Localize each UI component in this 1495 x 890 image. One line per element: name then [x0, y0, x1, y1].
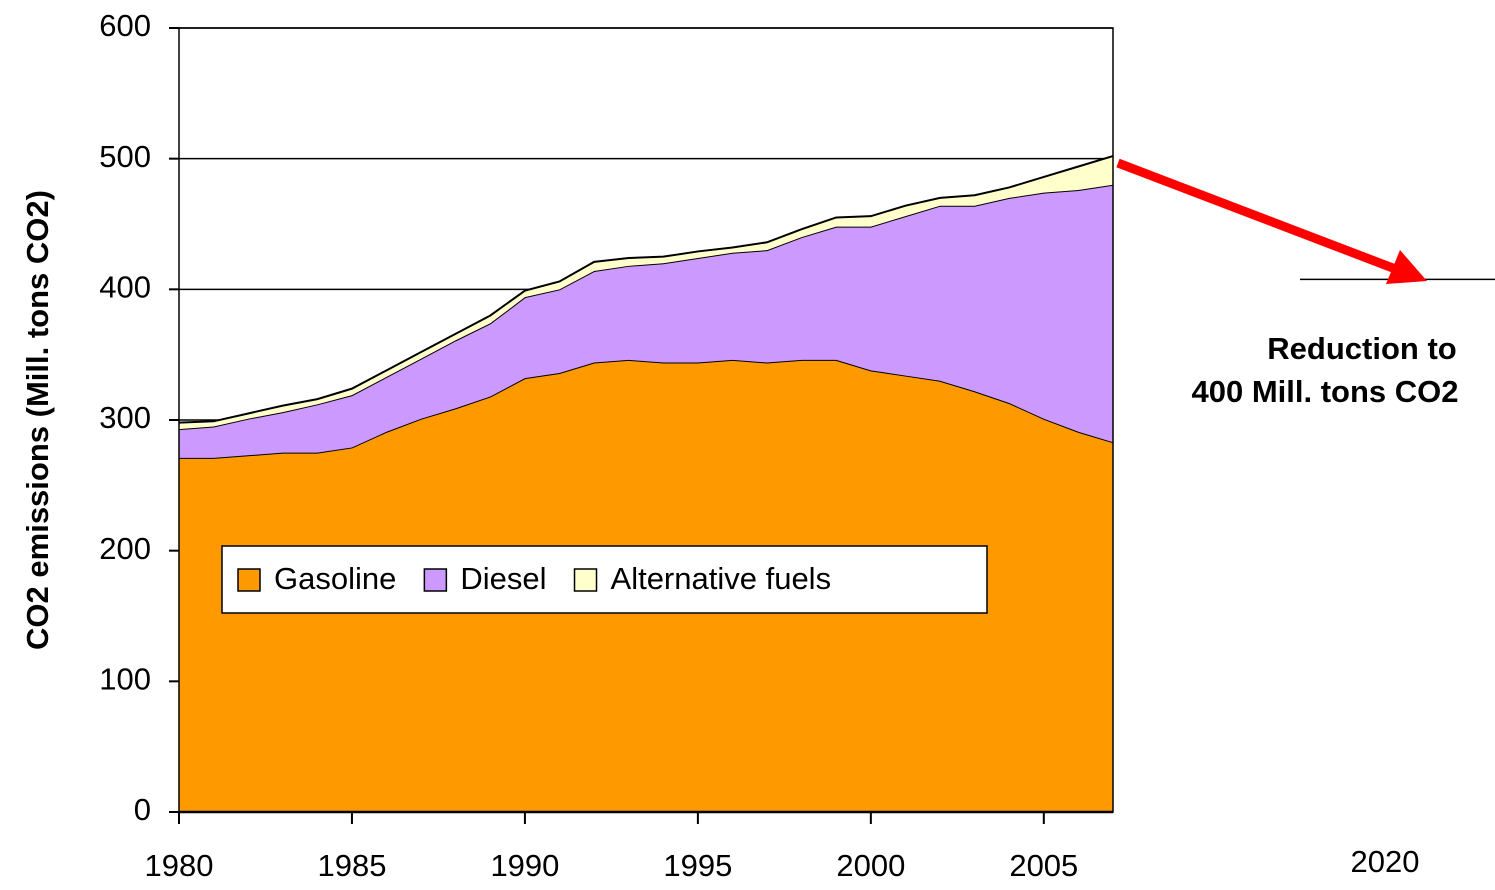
y-tick-label: 500: [99, 139, 151, 174]
area: [179, 156, 1113, 430]
legend-box: [221, 545, 988, 614]
annotation: 400 Mill. tons CO2: [1191, 374, 1458, 409]
x-tick-label: 2000: [836, 848, 905, 883]
legend-swatch: [237, 568, 261, 592]
legend-swatch: [423, 568, 448, 592]
x-tick-label: 2005: [1009, 848, 1078, 883]
y-tick-label: 200: [99, 531, 151, 566]
y-tick-label: 300: [99, 400, 151, 435]
y-tick-label: 600: [99, 8, 151, 43]
legend-swatch: [573, 568, 598, 592]
target-year-label: 2020: [1351, 844, 1420, 879]
legend-label: Gasoline: [274, 561, 396, 596]
y-tick-label: 400: [99, 270, 151, 305]
area-outline: [178, 155, 1114, 424]
legend-label: Alternative fuels: [611, 561, 832, 596]
y-tick-label: 100: [99, 662, 151, 697]
y-axis-label: CO2 emissions (Mill. tons CO2): [20, 190, 55, 650]
annotation: Reduction to: [1267, 331, 1456, 366]
x-tick-label: 1980: [145, 848, 214, 883]
arrow-shaft: [1116, 158, 1400, 275]
area: [179, 184, 1113, 458]
x-tick-label: 1990: [490, 848, 559, 883]
legend-label: Diesel: [460, 561, 546, 596]
y-tick-label: 0: [134, 792, 151, 827]
x-tick-label: 1995: [663, 848, 732, 883]
arrow-head: [1386, 250, 1427, 284]
x-tick-label: 1985: [317, 848, 386, 883]
